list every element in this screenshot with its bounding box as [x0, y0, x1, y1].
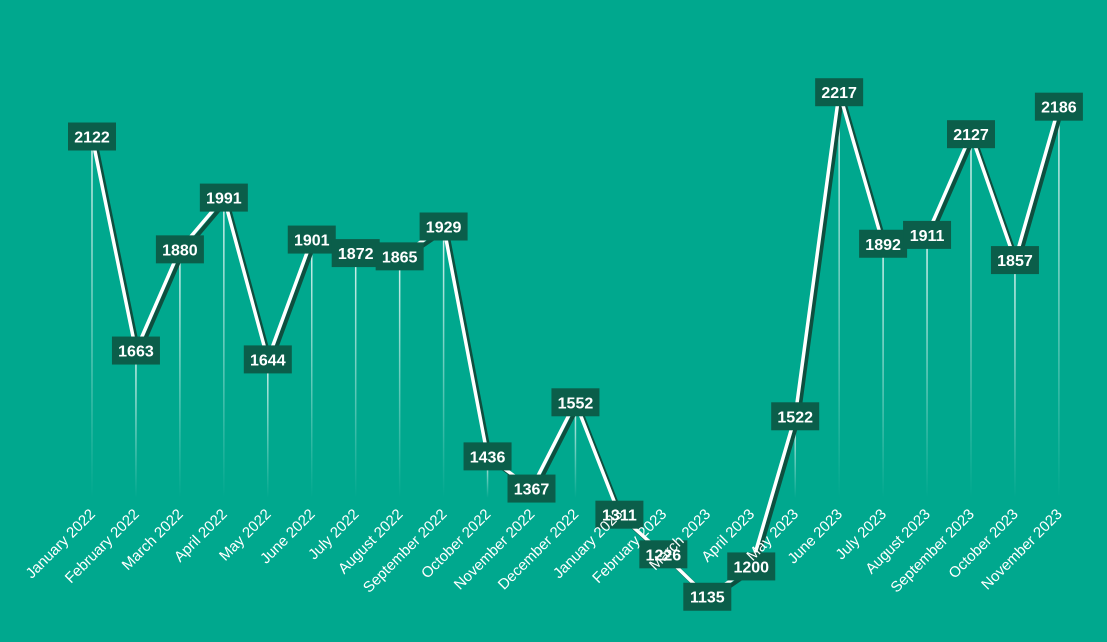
data-label-box	[727, 552, 776, 581]
drop-line	[267, 359, 269, 498]
data-label-box	[419, 212, 468, 241]
data-labels: 2122 1663 1880 1991 1644 1901 1872 1865 1929 1436…	[68, 78, 1083, 611]
data-label-box	[68, 122, 116, 151]
data-label: 1663	[111, 336, 160, 365]
drop-line	[970, 134, 972, 498]
data-label-text: 1872	[338, 246, 374, 263]
data-label-box	[903, 220, 952, 249]
data-label-text: 1892	[865, 237, 901, 254]
data-label-text: 1929	[426, 220, 462, 237]
data-label-text: 1857	[997, 253, 1033, 270]
data-label: 1857	[990, 246, 1039, 275]
data-label: 1880	[155, 235, 204, 264]
data-label-box	[375, 242, 424, 271]
data-label-box	[507, 474, 556, 503]
data-label: 1200	[727, 552, 776, 581]
drop-line	[1058, 106, 1060, 498]
data-label-text: 1200	[733, 559, 769, 576]
data-label: 2186	[1034, 92, 1083, 121]
data-label: 1552	[551, 388, 600, 417]
drop-line	[574, 402, 577, 498]
data-label: 1522	[771, 402, 820, 431]
data-label-text: 2127	[953, 127, 989, 144]
data-label-text: 1644	[250, 352, 286, 369]
drop-line	[311, 239, 313, 498]
data-label-box	[990, 246, 1039, 275]
data-label-text: 1991	[206, 191, 242, 208]
data-label: 1929	[419, 212, 468, 241]
data-label-text: 2186	[1041, 100, 1077, 117]
data-label-text: 1911	[910, 228, 945, 245]
data-label-text: 1865	[382, 249, 418, 266]
data-label-box	[331, 239, 380, 268]
data-label-box	[111, 336, 160, 365]
data-label-box	[771, 402, 820, 431]
data-label-box	[243, 345, 292, 374]
data-label-text: 1311	[602, 508, 637, 525]
drop-line	[794, 416, 796, 498]
data-label: 1892	[859, 229, 908, 258]
data-label-text: 1552	[558, 395, 594, 412]
drop-line	[179, 249, 181, 498]
data-label-box	[1034, 92, 1083, 121]
data-label-box	[859, 229, 908, 258]
data-label: 1901	[287, 225, 336, 254]
data-label: 2127	[947, 120, 995, 149]
data-label-text: 1663	[118, 344, 154, 361]
data-label-text: 1135	[690, 590, 725, 607]
data-label: 1911	[903, 220, 952, 249]
data-label-box	[463, 442, 512, 471]
data-label: 1311	[595, 500, 644, 529]
drop-line	[91, 136, 93, 498]
data-label-box	[639, 540, 688, 569]
data-label-text: 1226	[646, 547, 682, 564]
data-label-text: 2122	[74, 130, 110, 147]
data-label-text: 1901	[294, 233, 330, 250]
data-label: 1865	[375, 242, 424, 271]
data-label: 2217	[815, 78, 864, 107]
data-label-text: 1880	[162, 242, 198, 259]
data-label-box	[199, 183, 248, 212]
data-label: 1135	[683, 582, 732, 611]
x-tick-label: November 2023	[978, 506, 1065, 593]
data-label: 2122	[68, 122, 116, 151]
data-label-box	[551, 388, 600, 417]
data-label-box	[287, 225, 336, 254]
drop-line	[135, 350, 137, 498]
drop-line	[223, 197, 225, 499]
drop-line	[486, 456, 489, 498]
data-label-text: 1436	[470, 449, 506, 466]
data-label: 1436	[463, 442, 512, 471]
drop-line	[1014, 260, 1016, 498]
data-label-box	[595, 500, 644, 529]
data-label-text: 2217	[821, 85, 857, 102]
data-label: 1226	[639, 540, 688, 569]
drop-line	[838, 92, 840, 499]
drop-line	[882, 243, 884, 498]
data-label-box	[683, 582, 732, 611]
data-label-box	[815, 78, 864, 107]
data-label-text: 1367	[514, 482, 550, 499]
drop-line	[442, 226, 445, 498]
data-label: 1644	[243, 345, 292, 374]
drop-line	[926, 234, 928, 498]
drop-line	[354, 253, 357, 498]
data-label-box	[947, 120, 995, 149]
data-label: 1367	[507, 474, 556, 503]
data-label: 1872	[331, 239, 380, 268]
data-label-text: 1522	[777, 409, 813, 426]
drop-lines	[91, 92, 1060, 499]
drop-line	[398, 256, 401, 498]
data-label: 1991	[199, 183, 248, 212]
data-label-box	[155, 235, 204, 264]
